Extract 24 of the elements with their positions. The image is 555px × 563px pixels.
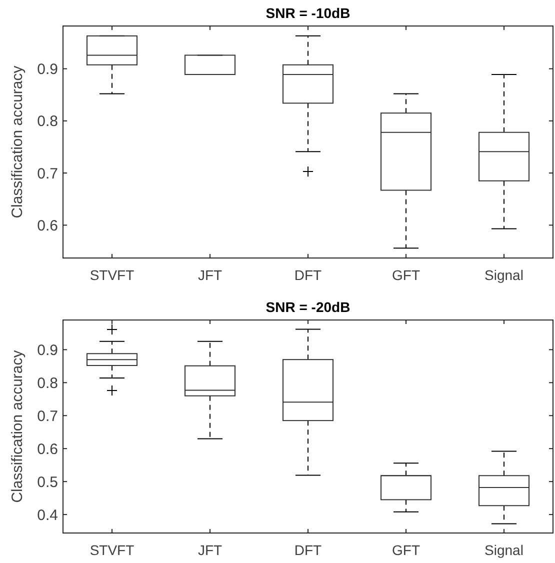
y-tick-label: 0.7	[37, 165, 58, 182]
x-tick-label: Signal	[484, 542, 524, 558]
y-tick-label: 0.6	[37, 440, 58, 458]
y-tick-label: 0.9	[37, 61, 58, 78]
y-tick-label: 0.8	[37, 113, 58, 130]
x-tick-label: DFT	[294, 542, 322, 558]
x-tick-label: JFT	[198, 267, 222, 283]
y-tick-label: 0.7	[37, 408, 58, 425]
y-axis-title: Classification accuracy	[9, 65, 26, 218]
x-tick-label: Signal	[484, 267, 524, 283]
x-tick-label: DFT	[294, 267, 322, 283]
y-axis-title: Classification accuracy	[9, 350, 26, 503]
x-tick-label: GFT	[392, 267, 420, 283]
y-tick-label: 0.8	[37, 374, 58, 392]
y-tick-label: 0.6	[37, 217, 58, 234]
x-tick-label: JFT	[198, 542, 222, 558]
y-tick-label: 0.9	[37, 342, 58, 359]
x-tick-label: STVFT	[90, 267, 135, 283]
y-tick-label: 0.5	[37, 474, 58, 491]
x-tick-label: STVFT	[90, 542, 135, 558]
chart-title: SNR = -10dB	[266, 5, 350, 21]
chart-title: SNR = -20dB	[266, 299, 350, 315]
x-tick-label: GFT	[392, 542, 420, 558]
y-tick-label: 0.4	[37, 506, 58, 524]
